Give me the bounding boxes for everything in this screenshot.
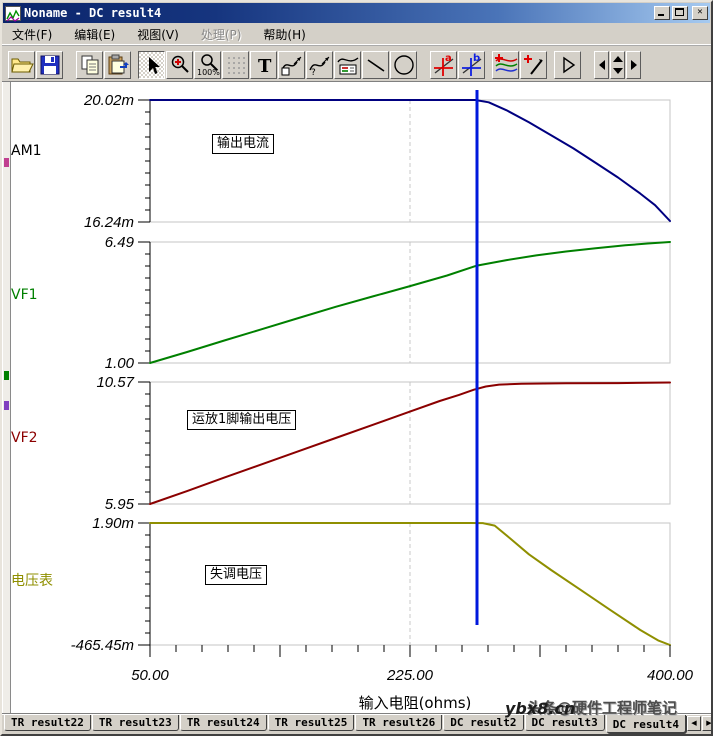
open-file-button[interactable] bbox=[8, 50, 35, 79]
y-min-label-am1: 16.24m bbox=[83, 214, 134, 231]
series-label-vf1: VF1 bbox=[11, 287, 38, 303]
svg-text:b: b bbox=[473, 53, 480, 64]
page-spinner[interactable] bbox=[610, 50, 625, 79]
tab-scroll-left-button[interactable]: ◀ bbox=[687, 716, 701, 731]
cursor-b-button[interactable]: b bbox=[458, 50, 485, 79]
tab-dc-result4[interactable]: DC result4 bbox=[605, 715, 686, 733]
y-min-label-vf1: 1.00 bbox=[104, 355, 134, 372]
chart-canvas[interactable] bbox=[2, 82, 711, 714]
save-button[interactable] bbox=[36, 50, 63, 79]
menu-view[interactable]: 视图(V) bbox=[137, 27, 179, 42]
curve-label-query-button[interactable]: ? bbox=[306, 50, 333, 79]
rail-mark bbox=[4, 158, 9, 167]
cursor-a-button[interactable]: a bbox=[430, 50, 457, 79]
series-label-vf2: VF2 bbox=[11, 430, 38, 446]
menu-bar: 文件(F) 编辑(E) 视图(V) 处理(P) 帮助(H) bbox=[2, 24, 711, 45]
y-min-label-vm: -465.45m bbox=[70, 637, 134, 654]
run-button[interactable] bbox=[554, 50, 581, 79]
line-tool-button[interactable] bbox=[362, 50, 389, 79]
y-max-label-vm: 1.90m bbox=[92, 515, 134, 532]
tab-dc-result2[interactable]: DC result2 bbox=[443, 715, 524, 731]
ellipse-tool-button[interactable] bbox=[390, 50, 417, 79]
x-axis-title: 输入电阻(ohms) bbox=[358, 694, 472, 712]
series-label-am1: AM1 bbox=[11, 143, 42, 159]
maximize-button[interactable] bbox=[672, 6, 688, 20]
y-min-label-vf2: 5.95 bbox=[104, 496, 134, 513]
copy-button[interactable] bbox=[76, 50, 103, 79]
legend-button[interactable] bbox=[334, 50, 361, 79]
x-tick-400: 400.00 bbox=[647, 667, 693, 684]
add-curves-button[interactable] bbox=[492, 50, 519, 79]
tab-tr-result23[interactable]: TR result23 bbox=[91, 715, 179, 731]
text-tool-button[interactable]: T bbox=[250, 50, 277, 79]
x-tick-50: 50.00 bbox=[131, 667, 169, 684]
left-rail bbox=[2, 82, 11, 713]
svg-text:T: T bbox=[258, 56, 272, 76]
select-cursor-button[interactable] bbox=[138, 50, 165, 79]
zoom-100-button[interactable]: 100% bbox=[194, 50, 221, 79]
paste-button[interactable] bbox=[104, 50, 131, 79]
title-bar[interactable]: Noname - DC result4 ✕ bbox=[3, 3, 710, 23]
y-max-label-vf2: 10.57 bbox=[96, 374, 134, 391]
menu-help[interactable]: 帮助(H) bbox=[263, 27, 306, 42]
svg-text:?: ? bbox=[311, 68, 316, 76]
menu-file[interactable]: 文件(F) bbox=[12, 27, 53, 42]
x-tick-225: 225.00 bbox=[387, 667, 433, 684]
y-max-label-am1: 20.02m bbox=[83, 92, 134, 109]
status-strip bbox=[2, 733, 711, 734]
close-button[interactable]: ✕ bbox=[692, 6, 708, 20]
app-icon bbox=[5, 5, 21, 22]
svg-text:100%: 100% bbox=[197, 68, 220, 77]
rail-mark bbox=[4, 401, 9, 410]
annotation-output-current[interactable]: 输出电流 bbox=[212, 134, 275, 154]
curve-label-auto-button[interactable] bbox=[278, 50, 305, 79]
window-title: Noname - DC result4 bbox=[24, 6, 162, 20]
page-right-button[interactable] bbox=[626, 50, 641, 79]
tab-tr-result24[interactable]: TR result24 bbox=[179, 715, 267, 731]
tab-scroll-right-button[interactable]: ▶ bbox=[702, 716, 711, 731]
result-tab-bar: TR result22 TR result23 TR result24 TR r… bbox=[2, 714, 711, 733]
series-label-vm: 电压表 bbox=[11, 573, 53, 589]
tab-tr-result25[interactable]: TR result25 bbox=[267, 715, 355, 731]
annotation-opamp-output[interactable]: 运放1脚输出电压 bbox=[187, 410, 297, 430]
annotation-offset-voltage[interactable]: 失调电压 bbox=[205, 565, 268, 585]
rail-mark bbox=[4, 371, 9, 380]
toolbar: 100% T ? a b bbox=[2, 45, 711, 82]
zoom-in-button[interactable] bbox=[166, 50, 193, 79]
tab-dc-result3[interactable]: DC result3 bbox=[524, 715, 605, 731]
tab-tr-result26[interactable]: TR result26 bbox=[355, 715, 443, 731]
grid-button bbox=[222, 50, 249, 79]
y-max-label-vf1: 6.49 bbox=[104, 234, 134, 251]
probe-button[interactable] bbox=[520, 50, 547, 79]
page-left-button[interactable] bbox=[594, 50, 609, 79]
tab-tr-result22[interactable]: TR result22 bbox=[4, 715, 91, 731]
svg-text:a: a bbox=[445, 53, 452, 64]
menu-edit[interactable]: 编辑(E) bbox=[74, 27, 116, 42]
menu-process: 处理(P) bbox=[200, 27, 242, 42]
minimize-button[interactable] bbox=[654, 6, 670, 20]
plot-region: 20.02m 16.24m 6.49 1.00 10.57 5.95 1.90m… bbox=[2, 82, 711, 714]
